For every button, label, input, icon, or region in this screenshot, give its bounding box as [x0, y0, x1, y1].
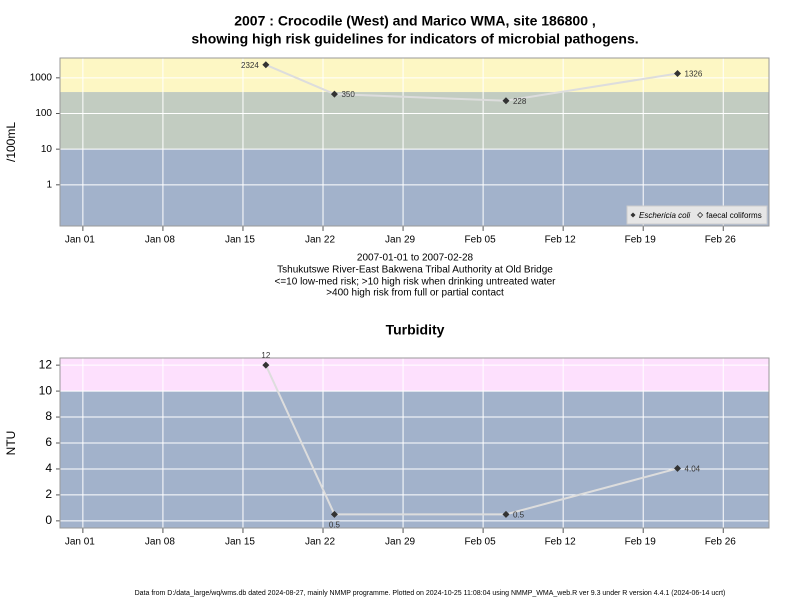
data-point [330, 510, 338, 518]
x-tick-label: Jan 29 [385, 235, 415, 246]
data-label: 228 [513, 97, 527, 106]
x-tick-label: Jan 01 [65, 537, 95, 548]
y-tick-label: 8 [45, 409, 52, 423]
footer: Data from D:/data_large/wq/wms.db dated … [135, 590, 726, 597]
x-tick-label: Feb 05 [465, 235, 497, 246]
x-tick-label: Feb 12 [545, 235, 577, 246]
y-tick-label: 1000 [30, 72, 53, 83]
data-point [330, 90, 338, 98]
risk-band [60, 58, 769, 93]
x-tick-label: Jan 08 [145, 537, 175, 548]
y-tick-label: 1 [46, 179, 52, 190]
series-line [265, 63, 678, 102]
x-tick-label: Jan 01 [65, 235, 95, 246]
note: <=10 low-med risk; >10 high risk when dr… [275, 277, 557, 288]
data-label: 12 [261, 351, 270, 360]
legend-box [626, 205, 768, 225]
data-label: 0.5 [513, 510, 525, 519]
x-tick-label: Feb 19 [625, 235, 657, 246]
risk-band [60, 92, 769, 150]
x-tick-label: Feb 12 [545, 537, 577, 548]
risk-band [60, 358, 769, 392]
data-point [502, 510, 510, 518]
x-tick-label: Jan 15 [225, 235, 255, 246]
y-tick-label: 4 [45, 461, 52, 475]
x-tick-label: Jan 22 [305, 537, 335, 548]
y-tick-label: 6 [45, 435, 52, 449]
chart-title: Turbidity [386, 322, 445, 338]
x-tick-label: Jan 15 [225, 537, 255, 548]
plot-frame [59, 57, 770, 227]
chart-title: 2007 : Crocodile (West) and Marico WMA, … [234, 13, 596, 29]
data-label: 4.04 [685, 465, 701, 474]
y-tick-label: 2 [45, 487, 52, 501]
data-label: 1326 [685, 70, 703, 79]
legend-marker [630, 212, 636, 218]
y-axis-label: NTU [4, 431, 18, 456]
legend-label: faecal coliforms [706, 211, 762, 220]
x-tick-label: Feb 26 [705, 537, 737, 548]
data-point [262, 361, 270, 369]
note: >400 high risk from full or partial cont… [326, 288, 504, 299]
y-tick-label: 10 [41, 144, 53, 155]
series-line [264, 364, 678, 516]
note: Tshukutswe River-East Bakwena Tribal Aut… [277, 265, 553, 276]
x-tick-label: Jan 22 [305, 235, 335, 246]
x-tick-label: Feb 19 [625, 537, 657, 548]
x-tick-label: Jan 29 [385, 537, 415, 548]
legend-marker [697, 211, 704, 219]
x-tick-label: Feb 26 [705, 235, 737, 246]
risk-band [60, 391, 769, 528]
chart-title: showing high risk guidelines for indicat… [191, 31, 638, 47]
data-point [674, 69, 682, 77]
y-tick-label: 12 [39, 357, 53, 371]
data-label: 350 [341, 90, 355, 99]
data-point [262, 61, 270, 69]
data-label: 2324 [241, 61, 259, 70]
data-point [502, 97, 510, 105]
data-point [674, 464, 682, 472]
plot-frame [59, 357, 770, 529]
legend-label: Eschericia coli [639, 211, 690, 220]
y-axis-label: /100mL [4, 122, 18, 162]
y-tick-label: 10 [39, 383, 53, 397]
note: 2007-01-01 to 2007-02-28 [357, 253, 474, 264]
y-tick-label: 100 [35, 108, 52, 119]
x-tick-label: Feb 05 [465, 537, 497, 548]
x-tick-label: Jan 08 [145, 235, 175, 246]
data-label: 0.5 [329, 520, 341, 529]
y-tick-label: 0 [45, 513, 52, 527]
